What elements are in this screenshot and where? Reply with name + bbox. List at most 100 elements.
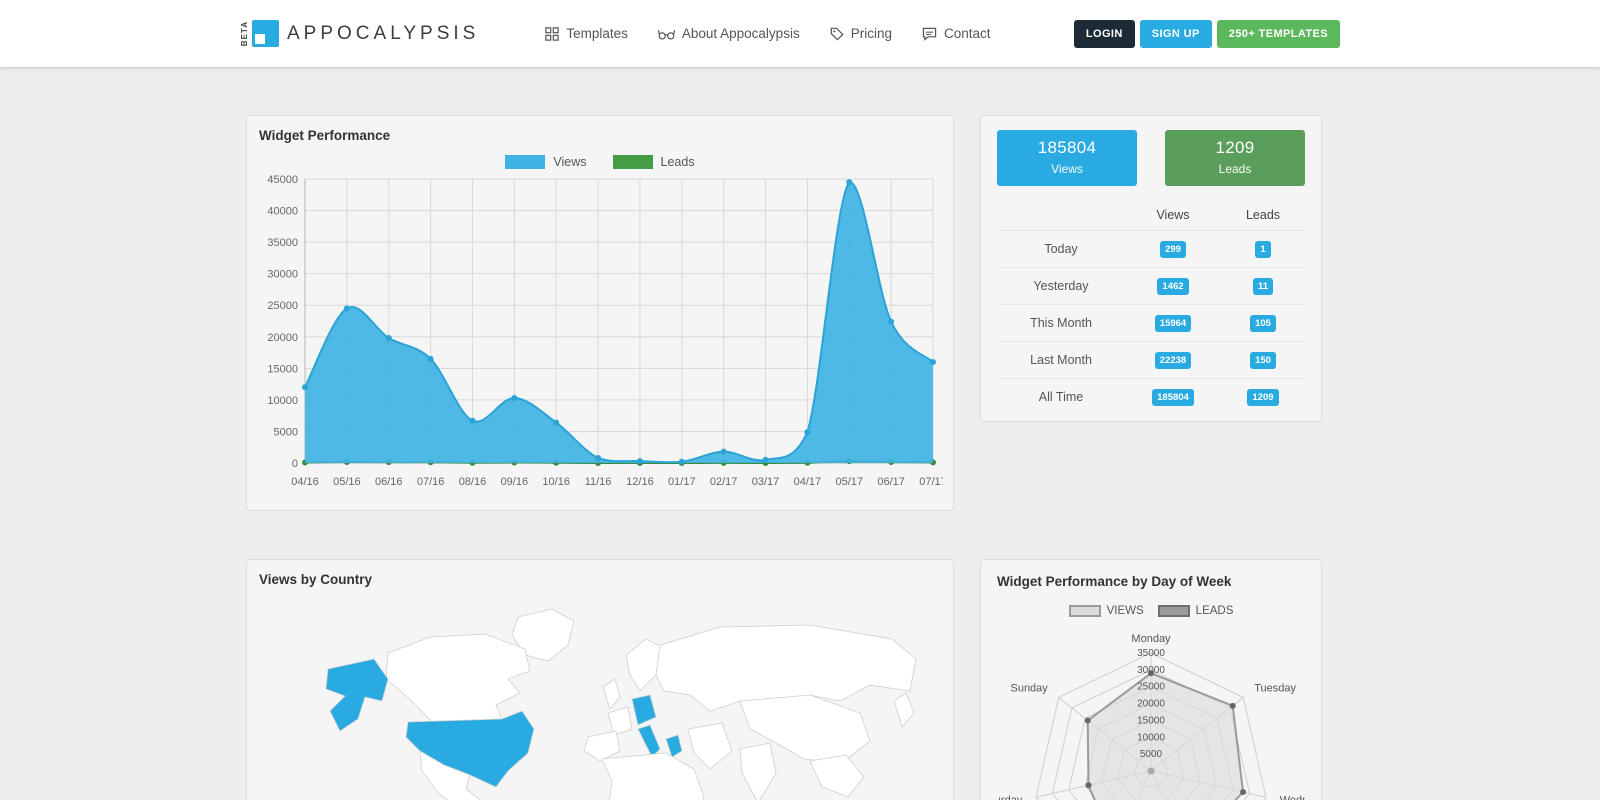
country-alaska (325, 658, 389, 732)
radar-legend-item-views: VIEWS (1068, 605, 1144, 617)
svg-text:Saturday: Saturday (997, 794, 1023, 800)
table-row: All Time 185804 1209 (997, 378, 1305, 415)
svg-text:07/16: 07/16 (417, 476, 445, 488)
svg-text:05/16: 05/16 (333, 476, 361, 488)
legend-item-views: Views (505, 155, 587, 169)
leads-column-header: Leads (1245, 208, 1281, 222)
views-by-country-card: Views by Country (246, 559, 954, 800)
radar-legend: VIEWS LEADS (997, 605, 1305, 617)
views-count-badge: 185804 (1152, 388, 1194, 406)
radar-leads-swatch (1157, 605, 1190, 617)
svg-text:10/16: 10/16 (542, 476, 570, 488)
table-row: This Month 15964 105 (997, 304, 1305, 341)
world-map (259, 601, 941, 800)
stat-row-label: All Time (1038, 390, 1084, 404)
stat-row-label: Yesterday (1033, 279, 1089, 293)
chat-bubble-icon (922, 27, 937, 41)
svg-text:45000: 45000 (267, 174, 298, 186)
table-row: Today 299 1 (997, 230, 1305, 267)
main-nav: Templates About Appocalypsis Pricing Con… (545, 26, 1074, 41)
nav-item-contact[interactable]: Contact (922, 26, 991, 41)
svg-text:04/16: 04/16 (291, 476, 319, 488)
views-count-badge: 22238 (1154, 351, 1192, 369)
radar-card: Widget Performance by Day of Week VIEWS … (980, 559, 1322, 800)
leads-count-badge: 150 (1250, 351, 1276, 369)
country-greece (665, 734, 683, 758)
svg-text:06/17: 06/17 (877, 476, 905, 488)
country-italy (637, 724, 661, 758)
navbar: BETA APPOCALYPSIS Templates About Appoca… (0, 0, 1600, 67)
leads-total-label: Leads (1218, 162, 1252, 176)
table-row: Last Month 22238 150 (997, 341, 1305, 378)
svg-text:11/16: 11/16 (585, 476, 612, 488)
beta-label: BETA (240, 20, 249, 47)
radar-legend-item-leads: LEADS (1157, 605, 1233, 617)
price-tag-icon (830, 27, 844, 41)
country-africa (601, 752, 705, 800)
brand-name: APPOCALYPSIS (287, 22, 480, 44)
svg-text:15000: 15000 (267, 363, 298, 375)
svg-text:20000: 20000 (1137, 699, 1165, 710)
svg-text:Sunday: Sunday (1010, 683, 1048, 695)
svg-text:0: 0 (292, 458, 298, 470)
stats-table-header: Views Leads (997, 200, 1305, 230)
nav-item-label: Contact (943, 26, 991, 41)
country-uk (602, 678, 621, 710)
signup-button[interactable]: SIGN UP (1139, 19, 1212, 48)
leads-swatch (612, 155, 653, 169)
brand-logo[interactable]: BETA APPOCALYPSIS (240, 20, 479, 47)
country-germany (631, 694, 657, 726)
country-japan (893, 692, 915, 728)
svg-text:Wednesday: Wednesday (1280, 794, 1305, 800)
stat-row-label: This Month (1030, 316, 1092, 330)
stat-boxes: 185804 Views 1209 Leads (997, 130, 1305, 186)
views-count-badge: 299 (1160, 240, 1186, 258)
radar-views-swatch (1068, 605, 1101, 617)
area-chart-legend: Views Leads (259, 155, 941, 169)
country-iberia (583, 730, 621, 762)
widget-performance-title: Widget Performance (259, 128, 391, 143)
views-by-country-title: Views by Country (259, 572, 373, 587)
nav-item-about[interactable]: About Appocalypsis (657, 26, 800, 41)
nav-item-pricing[interactable]: Pricing (830, 26, 892, 41)
country-middle-east (687, 722, 733, 770)
views-count-badge: 1462 (1157, 277, 1189, 295)
login-button[interactable]: LOGIN (1073, 19, 1135, 48)
stats-card: 185804 Views 1209 Leads Views Leads Toda… (980, 115, 1322, 422)
views-column-header: Views (1156, 208, 1190, 222)
views-count-badge: 15964 (1154, 314, 1192, 332)
svg-text:04/17: 04/17 (794, 476, 822, 488)
svg-text:Monday: Monday (1131, 633, 1171, 645)
svg-text:03/17: 03/17 (752, 476, 780, 488)
main-content: Widget Performance Views Leads 0 5000 1000… (246, 67, 1322, 800)
svg-text:30000: 30000 (267, 269, 298, 281)
country-france (607, 706, 633, 736)
svg-text:06/16: 06/16 (375, 476, 403, 488)
auth-buttons: LOGIN SIGN UP 250+ TEMPLATES (1073, 19, 1340, 48)
templates-count-button[interactable]: 250+ TEMPLATES (1216, 19, 1340, 48)
table-row: Yesterday 1462 11 (997, 267, 1305, 304)
leads-count-badge: 11 (1252, 277, 1274, 295)
country-canada (385, 633, 531, 723)
svg-text:02/17: 02/17 (710, 476, 738, 488)
stat-row-label: Last Month (1030, 353, 1092, 367)
nav-item-templates[interactable]: Templates (545, 26, 628, 41)
svg-text:10000: 10000 (1137, 732, 1165, 743)
nav-item-label: Templates (566, 26, 628, 41)
svg-text:35000: 35000 (267, 237, 298, 249)
svg-text:01/17: 01/17 (668, 476, 696, 488)
svg-text:30000: 30000 (1137, 665, 1165, 676)
grid-icon (545, 26, 560, 41)
radar-legend-label-views: VIEWS (1106, 605, 1144, 617)
country-russia (655, 624, 917, 712)
svg-text:09/16: 09/16 (501, 476, 529, 488)
glasses-icon (657, 27, 675, 41)
nav-item-label: Pricing (850, 26, 892, 41)
leads-count-badge: 105 (1250, 314, 1276, 332)
leads-total-value: 1209 (1215, 138, 1255, 157)
country-mexico (419, 750, 482, 800)
svg-text:Tuesday: Tuesday (1254, 683, 1296, 695)
svg-text:08/16: 08/16 (459, 476, 487, 488)
stat-row-label: Today (1044, 242, 1078, 256)
leads-count-badge: 1 (1255, 240, 1271, 258)
